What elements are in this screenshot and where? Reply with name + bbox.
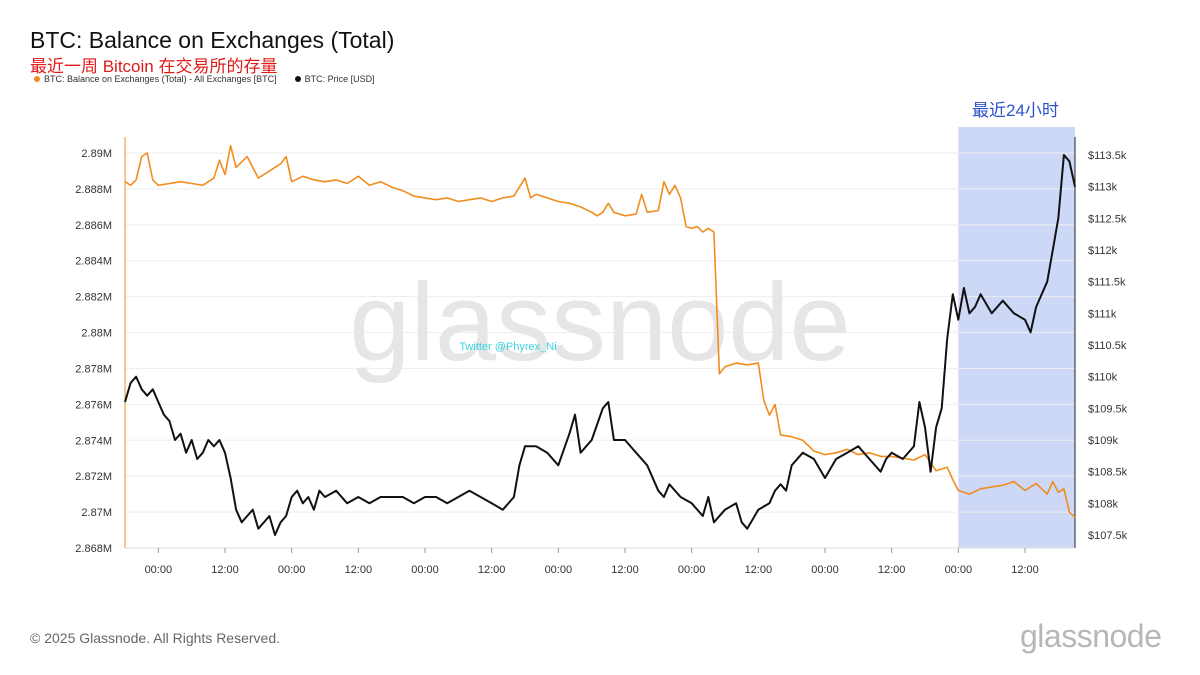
right-tick-label: $113.5k [1088,150,1127,162]
legend-dot-price [294,76,301,82]
right-axis: $107.5k $108k $108.5k $109k $109.5k $110k $110… [1074,137,1128,548]
legend: BTC: Balance on Exchanges (Total) - All … [34,74,375,84]
left-tick-label: 2.868M [75,543,112,555]
x-tick-label: 12:00 [745,564,773,576]
left-tick-label: 2.876M [75,399,112,411]
right-tick-label: $109k [1088,435,1118,447]
left-tick-label: 2.874M [75,435,112,447]
x-tick-label: 00:00 [411,564,439,576]
right-tick-label: $112.5k [1088,213,1127,225]
left-tick-label: 2.886M [75,220,112,232]
x-tick-label: 00:00 [145,564,173,576]
x-tick-label: 12:00 [478,564,506,576]
right-tick-label: $108k [1088,498,1118,510]
series-balance-line [124,145,1076,519]
legend-label-balance: BTC: Balance on Exchanges (Total) - All … [44,74,277,84]
last-24h-callout: 最近24小时 [972,101,1059,120]
right-tick-label: $109.5k [1088,403,1128,415]
x-tick-label: 00:00 [811,564,839,576]
twitter-credit: Twitter @Phyrex_Ni [459,341,556,353]
x-tick-label: 00:00 [945,564,973,576]
left-tick-label: 2.878M [75,363,112,375]
legend-item-price[interactable]: BTC: Price [USD] [294,74,375,84]
last-24h-highlight [958,127,1075,548]
watermark: glassnode [349,261,851,384]
x-axis: 00:00 12:00 00:00 12:00 00:00 12:00 00:00 12:00… [125,547,1075,576]
x-tick-label: 12:00 [611,564,639,576]
legend-item-balance[interactable]: BTC: Balance on Exchanges (Total) - All … [34,74,277,84]
series-price-line [124,154,1076,536]
x-tick-label: 12:00 [1011,564,1039,576]
right-tick-label: $110k [1088,372,1118,384]
right-tick-label: $111k [1088,308,1117,320]
left-tick-label: 2.872M [75,471,112,483]
chart-title: BTC: Balance on Exchanges (Total) [30,27,395,53]
x-tick-label: 00:00 [678,564,706,576]
copyright-footer: © 2025 Glassnode. All Rights Reserved. [30,630,281,646]
x-tick-label: 12:00 [345,564,373,576]
right-tick-label: $111.5k [1088,277,1126,289]
x-tick-label: 12:00 [211,564,239,576]
right-tick-label: $113k [1088,182,1118,194]
glassnode-logo: glassnode [1020,618,1162,654]
legend-dot-balance [34,76,40,82]
x-tick-label: 00:00 [545,564,573,576]
left-tick-label: 2.87M [81,507,112,519]
left-tick-label: 2.88M [81,328,112,340]
right-tick-label: $108.5k [1088,467,1128,479]
left-tick-label: 2.89M [81,148,112,160]
legend-label-price: BTC: Price [USD] [304,74,375,84]
left-tick-label: 2.882M [75,292,112,304]
x-tick-label: 00:00 [278,564,306,576]
chart-subtitle: 最近一周 Bitcoin 在交易所的存量 [30,57,278,76]
left-tick-label: 2.888M [75,184,112,196]
gridlines [125,152,1075,549]
right-tick-label: $107.5k [1088,530,1128,542]
right-tick-label: $110.5k [1088,340,1127,352]
right-tick-label: $112k [1088,245,1118,257]
x-tick-label: 12:00 [878,564,906,576]
left-axis: 2.868M 2.87M 2.872M 2.874M 2.876M 2.878M 2.88M… [75,137,126,555]
left-tick-label: 2.884M [75,256,112,268]
